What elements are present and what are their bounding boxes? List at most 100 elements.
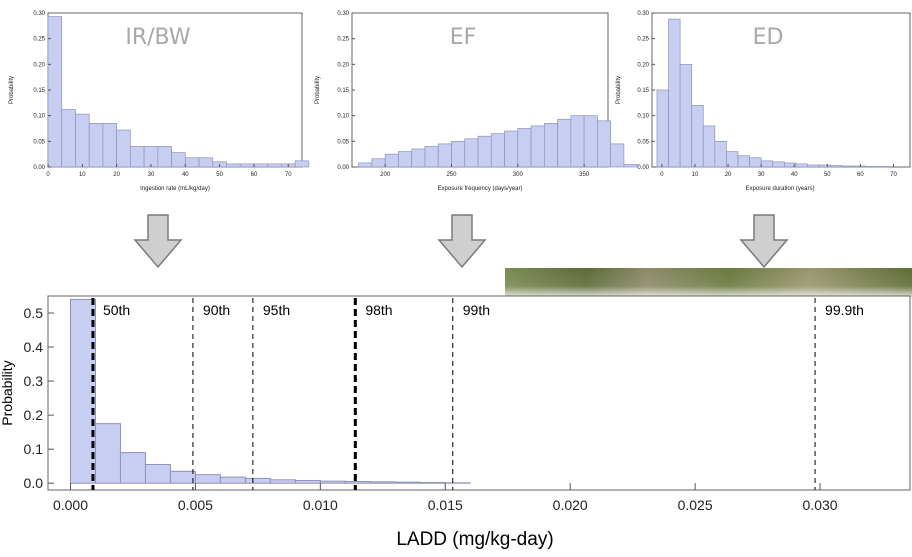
y-tick-label: 0.20 xyxy=(33,62,45,68)
x-tick-label: 0.025 xyxy=(678,497,713,513)
histogram-bar xyxy=(294,160,310,168)
percentile-label: 50th xyxy=(103,302,130,318)
histogram-bar xyxy=(583,115,598,168)
histogram-bar xyxy=(116,129,131,168)
x-tick-label: 0.000 xyxy=(53,497,88,513)
y-tick-label: 0.15 xyxy=(33,88,45,94)
x-tick-labels: 0 10 20 30 40 50 60 70 xyxy=(46,164,292,178)
histogram-bar xyxy=(749,157,762,168)
histogram-bar xyxy=(691,105,704,168)
y-tick-label: 0.10 xyxy=(337,114,349,120)
y-tick-label: 0.00 xyxy=(33,165,45,171)
histogram-bar xyxy=(623,164,638,168)
exposure-duration-histogram: 0.00 0.05 0.10 0.15 0.20 0.25 0.30 0 10 20 30 40 50… xyxy=(616,11,911,192)
exposure-frequency-histogram: 0.00 0.05 0.10 0.15 0.20 0.25 0.30 200 250 300 35… xyxy=(315,11,638,192)
y-tick-label: 0.20 xyxy=(337,62,349,68)
histogram-bar xyxy=(244,477,271,484)
histogram-bar xyxy=(171,152,186,168)
x-tick-label: 40 xyxy=(791,172,798,178)
histogram-bar xyxy=(451,140,466,168)
down-arrow-icon xyxy=(739,214,789,269)
y-axis-label: Probability xyxy=(9,76,15,104)
histogram-bar xyxy=(530,125,545,168)
x-tick-label: 0 xyxy=(46,172,50,178)
histogram-bar xyxy=(543,123,558,168)
histogram-bar xyxy=(371,158,386,168)
x-tick-label: 0.010 xyxy=(303,497,338,513)
histogram-bar xyxy=(130,146,145,168)
histogram-bar xyxy=(226,163,241,168)
histogram-bars xyxy=(656,18,889,168)
y-tick-label: 0.00 xyxy=(637,165,649,171)
x-tick-label: 70 xyxy=(285,172,292,178)
y-tick-label: 0.05 xyxy=(33,139,45,145)
x-axis-label: Exposure frequency (days/year) xyxy=(437,186,522,192)
x-tick-label: 50 xyxy=(216,172,223,178)
histogram-bar xyxy=(102,123,117,168)
histogram-bar xyxy=(253,163,269,168)
x-axis-label: Ingestion rate (mL/kg/day) xyxy=(140,186,210,192)
histogram-bar xyxy=(876,166,889,168)
y-tick-label: 0.1 xyxy=(24,441,44,457)
histogram-bar xyxy=(269,479,296,484)
histogram-bar xyxy=(144,463,171,484)
histogram-bar xyxy=(369,481,396,484)
x-tick-label: 20 xyxy=(113,172,120,178)
histogram-bar xyxy=(69,298,96,484)
histogram-bar xyxy=(319,480,346,484)
x-tick-label: 300 xyxy=(513,172,524,178)
y-tick-label: 0.25 xyxy=(637,37,649,43)
histogram-bar xyxy=(668,18,681,168)
histogram-bar xyxy=(94,423,121,484)
y-tick-label: 0.05 xyxy=(337,139,349,145)
histogram-bars xyxy=(69,298,471,484)
percentile-lines: 50th 90th 95th 98th 99th 99.9th xyxy=(91,298,864,490)
histogram-bar xyxy=(679,63,693,168)
y-tick-labels: 0.00 0.05 0.10 0.15 0.20 0.25 0.30 xyxy=(637,11,655,171)
histogram-bar xyxy=(198,157,214,168)
y-tick-labels: 0.00 0.05 0.10 0.15 0.20 0.25 0.30 xyxy=(337,11,355,171)
histogram-bar xyxy=(61,109,76,168)
histogram-bar xyxy=(841,165,855,168)
y-tick-label: 0.30 xyxy=(337,11,349,17)
histogram-bar xyxy=(795,163,808,168)
x-tick-label: 200 xyxy=(380,172,391,178)
histogram-bar xyxy=(597,120,612,168)
x-tick-label: 10 xyxy=(692,172,699,178)
y-tick-label: 0.0 xyxy=(24,475,44,491)
x-tick-label: 0.020 xyxy=(553,497,588,513)
histogram-bar xyxy=(411,148,426,168)
x-tick-labels: 0.000 0.005 0.010 0.015 0.020 0.025 0.030 xyxy=(53,483,838,513)
histogram-bar xyxy=(570,115,585,168)
histogram-bars xyxy=(358,115,638,168)
y-tick-label: 0.00 xyxy=(337,165,349,171)
x-tick-label: 350 xyxy=(579,172,590,178)
y-tick-labels: 0.00 0.05 0.10 0.15 0.20 0.25 0.30 xyxy=(33,11,51,171)
x-tick-label: 70 xyxy=(890,172,897,178)
histogram-bar xyxy=(157,146,172,168)
panel-title: IR/BW xyxy=(125,25,190,50)
x-tick-label: 50 xyxy=(824,172,831,178)
y-axis-label: Probability xyxy=(0,360,15,425)
histogram-bar xyxy=(119,452,146,484)
y-tick-label: 0.15 xyxy=(337,88,349,94)
histogram-bar xyxy=(75,113,90,168)
histogram-bar xyxy=(358,162,373,168)
x-tick-labels: 200 250 300 350 xyxy=(380,164,590,178)
percentile-label: 99.9th xyxy=(825,302,864,318)
x-tick-label: 0.015 xyxy=(428,497,463,513)
ingestion-rate-histogram: 0.00 0.05 0.10 0.15 0.20 0.25 0.30 0 10 20 30 40 50… xyxy=(9,11,310,192)
histogram-bar xyxy=(714,140,727,168)
histogram-bar xyxy=(517,128,532,168)
histogram-bar xyxy=(656,89,669,168)
y-tick-label: 0.4 xyxy=(24,339,44,355)
down-arrow-icon xyxy=(437,214,487,269)
plot-background xyxy=(48,296,910,490)
x-tick-label: 0 xyxy=(660,172,664,178)
histogram-bar xyxy=(294,479,321,484)
histogram-bar xyxy=(504,130,519,168)
histogram-bar xyxy=(737,155,750,168)
x-tick-label: 10 xyxy=(79,172,86,178)
histogram-bar xyxy=(394,481,421,484)
